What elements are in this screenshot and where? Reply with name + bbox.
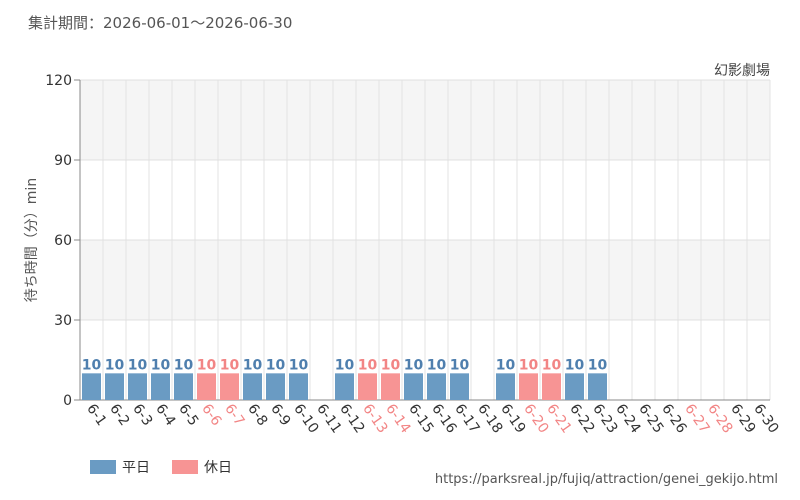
x-tick-label: 6-7 — [221, 401, 247, 429]
x-tick-label: 6-13 — [359, 401, 390, 436]
bar-value-label: 10 — [381, 357, 401, 373]
bar-value-label: 10 — [588, 357, 608, 373]
bar-value-label: 10 — [450, 357, 470, 373]
period-range: 2026-06-01〜2026-06-30 — [103, 14, 293, 32]
bar — [174, 373, 193, 400]
bar-value-label: 10 — [151, 357, 171, 373]
x-tick-label: 6-20 — [520, 401, 551, 436]
bar — [542, 373, 561, 400]
x-tick-label: 6-17 — [451, 401, 482, 436]
legend-label-weekday: 平日 — [122, 460, 150, 476]
bar — [588, 373, 607, 400]
bar — [289, 373, 308, 400]
x-tick-label: 6-21 — [543, 401, 574, 436]
x-tick-label: 6-5 — [175, 401, 201, 429]
x-tick-label: 6-3 — [129, 401, 155, 429]
bar — [404, 373, 423, 400]
bar — [427, 373, 446, 400]
bar-value-label: 10 — [105, 357, 125, 373]
bar-value-label: 10 — [404, 357, 424, 373]
bar — [105, 373, 124, 400]
x-tick-label: 6-24 — [612, 401, 643, 436]
bar-value-label: 10 — [289, 357, 309, 373]
period-text: 集計期間：2026-06-01〜2026-06-30 — [28, 12, 292, 33]
bar — [243, 373, 262, 400]
bar-value-label: 10 — [197, 357, 217, 373]
bar-value-label: 10 — [335, 357, 355, 373]
y-tick-label: 30 — [54, 313, 72, 329]
bar — [128, 373, 147, 400]
legend-swatch-weekday — [90, 460, 116, 474]
y-tick-label: 60 — [54, 233, 72, 249]
y-axis-label: 待ち時間（分）min — [24, 178, 40, 302]
x-tick-label: 6-14 — [382, 401, 413, 436]
y-tick-label: 90 — [54, 153, 72, 169]
x-tick-label: 6-8 — [244, 401, 270, 429]
legend: 平日 休日 — [90, 457, 254, 477]
bar-value-label: 10 — [266, 357, 286, 373]
bar-value-label: 10 — [358, 357, 378, 373]
bar-value-label: 10 — [565, 357, 585, 373]
x-tick-label: 6-9 — [267, 401, 293, 429]
bar-value-label: 10 — [243, 357, 263, 373]
x-tick-label: 6-28 — [704, 401, 735, 436]
x-tick-label: 6-23 — [589, 401, 620, 436]
x-tick-label: 6-2 — [106, 401, 132, 429]
bar-value-label: 10 — [427, 357, 447, 373]
bar-value-label: 10 — [496, 357, 516, 373]
x-tick-label: 6-18 — [474, 401, 505, 436]
x-tick-label: 6-16 — [428, 401, 459, 436]
y-tick-label: 120 — [45, 73, 72, 89]
y-tick-label: 0 — [63, 393, 72, 409]
x-tick-label: 6-25 — [635, 401, 666, 436]
bar-value-label: 10 — [542, 357, 562, 373]
bar-value-label: 10 — [128, 357, 148, 373]
x-tick-label: 6-27 — [681, 401, 712, 436]
x-tick-label: 6-15 — [405, 401, 436, 436]
bar — [496, 373, 515, 400]
source-url: https://parksreal.jp/fujiq/attraction/ge… — [434, 472, 778, 487]
bar — [151, 373, 170, 400]
x-tick-label: 6-6 — [198, 401, 224, 429]
legend-swatch-holiday — [172, 460, 198, 474]
bar — [335, 373, 354, 400]
bar-value-label: 10 — [220, 357, 240, 373]
x-tick-label: 6-22 — [566, 401, 597, 436]
x-tick-label: 6-12 — [336, 401, 367, 436]
x-tick-label: 6-26 — [658, 401, 689, 436]
period-label: 集計期間： — [28, 14, 104, 32]
bar — [220, 373, 239, 400]
bar-value-label: 10 — [82, 357, 102, 373]
bar — [266, 373, 285, 400]
x-tick-label: 6-1 — [83, 401, 109, 429]
bar — [197, 373, 216, 400]
x-tick-label: 6-19 — [497, 401, 528, 436]
x-tick-label: 6-11 — [313, 401, 344, 436]
bar-value-label: 10 — [174, 357, 194, 373]
bar — [519, 373, 538, 400]
x-tick-label: 6-10 — [290, 401, 321, 436]
x-tick-label: 6-29 — [727, 401, 758, 436]
legend-label-holiday: 休日 — [204, 460, 232, 476]
attraction-name: 幻影劇場 — [714, 63, 770, 79]
bar — [381, 373, 400, 400]
legend-item-holiday: 休日 — [172, 457, 232, 477]
x-tick-label: 6-30 — [750, 401, 781, 436]
bar — [450, 373, 469, 400]
bar — [82, 373, 101, 400]
bar — [358, 373, 377, 400]
x-tick-label: 6-4 — [152, 401, 178, 429]
bar-value-label: 10 — [519, 357, 539, 373]
legend-item-weekday: 平日 — [90, 457, 150, 477]
bar — [565, 373, 584, 400]
